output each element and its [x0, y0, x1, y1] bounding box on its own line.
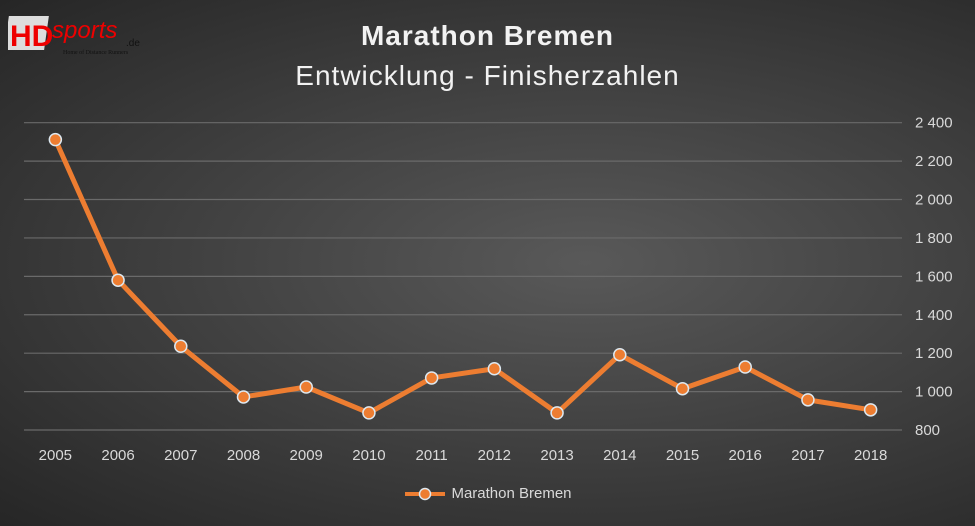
- y-tick-label: 1 800: [915, 230, 953, 247]
- svg-text:Home of Distance Runners: Home of Distance Runners: [63, 49, 129, 56]
- legend-marker-icon: [405, 487, 446, 500]
- x-tick-label: 2011: [416, 447, 448, 464]
- data-point: [613, 347, 627, 362]
- legend-label: Marathon Bremen: [451, 485, 572, 502]
- x-tick-label: 2017: [791, 447, 824, 464]
- x-tick-label: 2008: [227, 447, 260, 464]
- x-tick-label: 2010: [352, 447, 385, 464]
- x-tick-label: 2014: [603, 447, 636, 464]
- svg-text:sports: sports: [52, 17, 117, 44]
- x-tick-label: 2009: [290, 447, 323, 464]
- y-tick-label: 1 400: [915, 307, 953, 324]
- data-point: [48, 132, 63, 147]
- chart-title: Marathon Bremen: [360, 20, 615, 51]
- x-tick-label: 2007: [164, 447, 197, 464]
- y-tick-label: 2 400: [915, 115, 953, 132]
- x-tick-label: 2012: [478, 447, 511, 464]
- x-tick-label: 2016: [729, 447, 762, 464]
- data-point: [362, 406, 376, 420]
- y-tick-label: 1 600: [915, 268, 953, 285]
- x-tick-label: 2005: [39, 447, 72, 464]
- data-point: [111, 273, 125, 287]
- x-tick-label: 2018: [854, 447, 887, 464]
- y-tick-label: 1 000: [915, 384, 953, 401]
- data-point: [299, 380, 313, 394]
- data-point: [675, 381, 690, 396]
- hdsports-logo: HD sports .de Home of Distance Runners: [8, 16, 140, 56]
- series-line: [53, 138, 872, 416]
- data-point: [424, 371, 439, 385]
- y-tick-label: 2 000: [915, 192, 953, 209]
- data-point: [550, 406, 564, 420]
- svg-text:.de: .de: [126, 38, 140, 49]
- x-tick-label: 2015: [666, 447, 699, 464]
- svg-text:HD: HD: [10, 20, 53, 53]
- data-point: [738, 360, 752, 374]
- data-point: [863, 403, 878, 417]
- y-tick-label: 800: [915, 422, 940, 439]
- y-tick-label: 1 200: [915, 345, 953, 362]
- x-tick-label: 2006: [101, 447, 134, 464]
- legend: Marathon Bremen: [0, 485, 975, 502]
- x-tick-label: 2013: [540, 447, 573, 464]
- y-tick-label: 2 200: [915, 153, 953, 170]
- data-point: [801, 393, 815, 407]
- data-point: [487, 361, 502, 376]
- data-point: [174, 339, 188, 354]
- data-point: [236, 390, 251, 404]
- chart-subtitle: Entwicklung - Finisherzahlen: [295, 60, 680, 91]
